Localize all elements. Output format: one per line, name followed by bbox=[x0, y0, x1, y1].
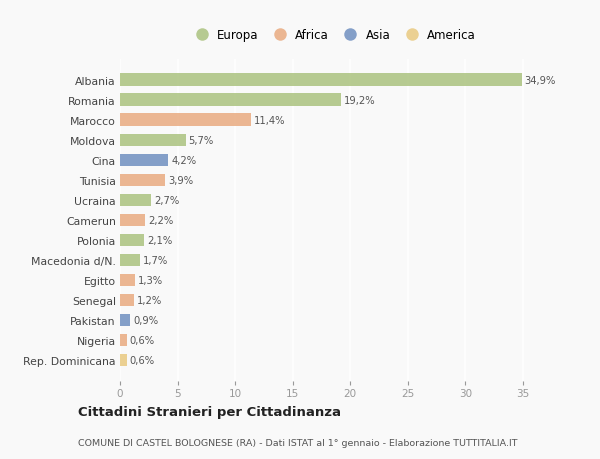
Text: COMUNE DI CASTEL BOLOGNESE (RA) - Dati ISTAT al 1° gennaio - Elaborazione TUTTIT: COMUNE DI CASTEL BOLOGNESE (RA) - Dati I… bbox=[78, 438, 517, 447]
Text: 11,4%: 11,4% bbox=[254, 115, 286, 125]
Bar bbox=[120, 194, 151, 207]
Text: 0,6%: 0,6% bbox=[130, 355, 155, 365]
Bar bbox=[120, 314, 130, 326]
Bar bbox=[120, 114, 251, 127]
Text: 0,6%: 0,6% bbox=[130, 335, 155, 345]
Bar bbox=[120, 134, 185, 146]
Bar bbox=[120, 334, 127, 347]
Text: 4,2%: 4,2% bbox=[171, 156, 196, 165]
Bar bbox=[120, 274, 135, 286]
Text: 1,2%: 1,2% bbox=[137, 295, 162, 305]
Bar bbox=[120, 94, 341, 106]
Text: 5,7%: 5,7% bbox=[188, 135, 214, 146]
Bar bbox=[120, 174, 165, 186]
Bar bbox=[120, 234, 144, 246]
Bar bbox=[120, 154, 169, 167]
Text: 2,7%: 2,7% bbox=[154, 196, 179, 205]
Text: 2,1%: 2,1% bbox=[147, 235, 172, 245]
Text: 19,2%: 19,2% bbox=[344, 95, 376, 106]
Bar bbox=[120, 74, 522, 87]
Bar bbox=[120, 254, 140, 267]
Text: 2,2%: 2,2% bbox=[148, 215, 173, 225]
Bar bbox=[120, 214, 145, 226]
Text: Cittadini Stranieri per Cittadinanza: Cittadini Stranieri per Cittadinanza bbox=[78, 405, 341, 419]
Text: 34,9%: 34,9% bbox=[525, 75, 556, 85]
Text: 3,9%: 3,9% bbox=[168, 175, 193, 185]
Text: 1,3%: 1,3% bbox=[138, 275, 163, 285]
Legend: Europa, Africa, Asia, America: Europa, Africa, Asia, America bbox=[188, 27, 478, 45]
Bar bbox=[120, 294, 134, 307]
Text: 0,9%: 0,9% bbox=[133, 315, 158, 325]
Text: 1,7%: 1,7% bbox=[142, 255, 168, 265]
Bar bbox=[120, 354, 127, 366]
